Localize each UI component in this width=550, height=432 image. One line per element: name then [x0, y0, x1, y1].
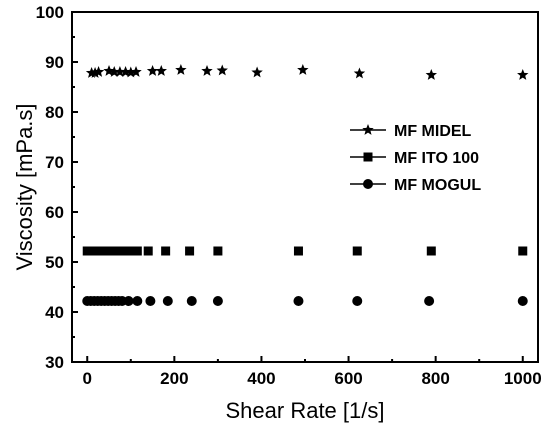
data-point-star	[517, 69, 529, 80]
x-tick-label: 200	[160, 369, 188, 388]
legend-label: MF ITO 100	[394, 150, 479, 167]
data-point-circle	[132, 296, 143, 306]
data-point-square	[293, 246, 303, 256]
data-point-square	[518, 246, 528, 256]
data-point-star	[297, 64, 309, 75]
data-point-circle	[145, 296, 156, 306]
y-tick-label: 70	[45, 153, 64, 172]
y-tick-label: 100	[36, 3, 64, 22]
series-square	[82, 246, 528, 256]
y-tick-label: 50	[45, 253, 64, 272]
data-point-star	[130, 66, 142, 77]
data-point-circle	[186, 296, 197, 306]
legend-label: MF MIDEL	[394, 123, 472, 140]
x-tick-label: 1000	[504, 369, 542, 388]
y-tick-label: 60	[45, 203, 64, 222]
data-point-square	[352, 246, 362, 256]
legend-marker-star	[362, 124, 374, 135]
data-point-star	[201, 65, 213, 76]
legend-marker-square	[363, 152, 373, 162]
data-point-star	[92, 66, 105, 77]
data-point-star	[425, 69, 438, 80]
data-point-square	[126, 246, 136, 256]
x-tick-label: 0	[83, 369, 92, 388]
data-point-circle	[162, 296, 173, 306]
data-point-star	[125, 66, 137, 78]
x-tick-label: 600	[334, 369, 362, 388]
legend-item: MF MOGUL	[350, 177, 481, 194]
data-marks	[82, 64, 529, 306]
data-point-circle	[123, 296, 134, 306]
legend-marker-circle	[363, 179, 373, 189]
x-tick-label: 400	[247, 369, 275, 388]
x-tick-label: 800	[421, 369, 449, 388]
data-point-circle	[517, 296, 528, 306]
y-tick-label: 90	[45, 53, 64, 72]
ticks: 0 200 400 600 800 1000 30 40 50 60 70 80 90 100	[36, 3, 542, 388]
y-tick-label: 40	[45, 303, 64, 322]
legend-item: MF MIDEL	[350, 123, 472, 140]
x-axis-title: Shear Rate [1/s]	[226, 398, 385, 423]
data-point-circle	[293, 296, 304, 306]
data-point-star	[146, 65, 159, 76]
series-star	[85, 64, 529, 80]
data-point-star	[175, 64, 187, 75]
data-point-star	[251, 66, 263, 78]
data-point-circle	[424, 296, 435, 306]
legend-label: MF MOGUL	[394, 177, 481, 194]
data-point-star	[216, 64, 228, 76]
y-axis-title: Viscosity [mPa.s]	[12, 103, 37, 270]
data-point-star	[89, 67, 101, 78]
y-tick-label: 30	[45, 353, 64, 372]
data-point-circle	[352, 296, 363, 306]
data-point-square	[132, 246, 142, 256]
data-point-square	[161, 246, 171, 256]
data-point-star	[119, 66, 132, 77]
legend: MF MIDEL MF ITO 100 MF MOGUL	[350, 123, 481, 194]
series-circle	[82, 296, 528, 306]
data-point-square	[213, 246, 223, 256]
legend-item: MF ITO 100	[350, 150, 479, 167]
data-point-star	[353, 67, 366, 79]
data-point-square	[185, 246, 195, 256]
data-point-square	[143, 246, 153, 256]
y-tick-label: 80	[45, 103, 64, 122]
data-point-star	[155, 65, 167, 76]
data-point-circle	[212, 296, 223, 306]
data-point-square	[426, 246, 436, 256]
data-point-star	[114, 66, 126, 77]
data-point-star	[108, 66, 120, 77]
